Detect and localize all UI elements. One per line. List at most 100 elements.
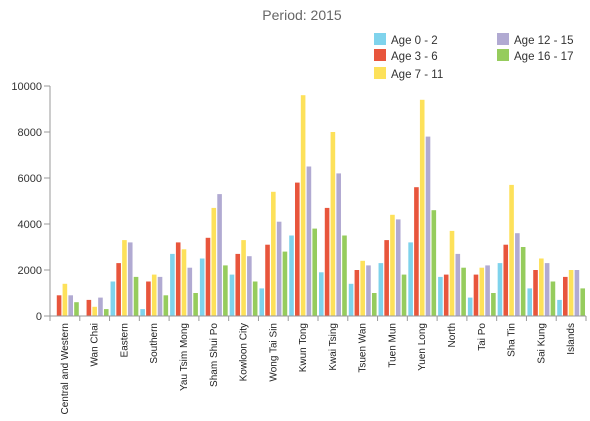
bar	[282, 251, 288, 316]
bar	[289, 235, 294, 316]
bar	[229, 274, 235, 316]
bar	[533, 270, 538, 316]
bar	[146, 281, 151, 316]
bar	[485, 265, 490, 316]
bar	[140, 309, 145, 316]
legend-label: Age 12 - 15	[514, 35, 573, 47]
x-tick-label: Tsuen Wan	[358, 323, 369, 373]
bar	[193, 293, 198, 316]
bar	[103, 309, 109, 316]
bar	[366, 265, 371, 316]
legend-swatch	[374, 49, 386, 61]
legend: Age 0 - 2 Age 3 - 6 Age 7 - 11 Age 12 - 15 A…	[374, 33, 573, 81]
bar	[271, 191, 276, 316]
bar	[62, 283, 68, 316]
bar	[92, 306, 97, 316]
bar	[515, 233, 520, 316]
bar	[223, 265, 228, 316]
bar	[306, 166, 312, 316]
bar	[544, 263, 550, 316]
bar	[360, 260, 365, 316]
bar	[157, 276, 163, 316]
bar	[425, 136, 431, 316]
bar	[151, 274, 157, 316]
bar	[348, 283, 354, 316]
x-tick-label: Kowloon City	[239, 323, 250, 381]
bar	[557, 299, 562, 316]
x-tick-label: Yau Tsim Mong	[179, 323, 190, 391]
bar	[181, 249, 187, 316]
bar	[318, 272, 324, 316]
legend-swatch	[497, 49, 509, 61]
bar	[550, 281, 556, 316]
bar	[509, 184, 514, 316]
bar	[163, 295, 169, 316]
bar	[217, 194, 222, 316]
bar	[110, 281, 116, 316]
x-tick-label: Wong Tai Sin	[268, 323, 279, 382]
bar	[122, 240, 127, 316]
bar	[116, 263, 121, 316]
bar	[395, 219, 401, 316]
bar	[133, 276, 139, 316]
y-tick-label: 2000	[18, 265, 42, 277]
bar	[175, 242, 181, 316]
bar	[211, 207, 217, 316]
bar	[74, 302, 79, 316]
x-tick-label: Sha Tin	[507, 323, 518, 357]
x-tick-label: Kwai Tsing	[328, 323, 339, 371]
x-tick-label: Southern	[149, 323, 160, 364]
bar	[503, 244, 509, 316]
bar	[520, 247, 526, 316]
legend-label: Age 16 - 17	[514, 51, 573, 63]
bar	[384, 240, 389, 316]
bar	[68, 295, 73, 316]
y-axis: 0 2000 4000 6000 8000 10000	[11, 81, 51, 323]
bar	[56, 295, 62, 316]
bar	[401, 274, 407, 316]
bar	[98, 297, 103, 316]
legend-label: Age 7 - 11	[391, 69, 443, 81]
bar	[580, 288, 586, 316]
x-tick-label: Tuen Mun	[387, 323, 398, 368]
bar	[86, 299, 92, 316]
x-tick-label: Wan Chai	[90, 323, 101, 367]
bar	[259, 288, 265, 316]
x-tick-label: Sai Kung	[536, 323, 547, 364]
bar	[252, 281, 258, 316]
bar	[235, 253, 241, 316]
x-tick-label: North	[447, 323, 458, 347]
x-tick-label: Central and Western	[60, 323, 71, 415]
x-tick-label: Tai Po	[477, 323, 488, 351]
bar	[431, 210, 437, 316]
bar	[300, 95, 306, 316]
bar	[265, 244, 270, 316]
bar	[241, 240, 246, 316]
x-tick-label: Islands	[566, 323, 577, 355]
bar	[336, 173, 341, 316]
bar	[497, 263, 503, 316]
legend-swatch	[374, 33, 386, 45]
y-tick-label: 10000	[11, 81, 42, 93]
y-tick-label: 4000	[18, 219, 42, 231]
bar	[539, 258, 544, 316]
bar	[205, 237, 211, 316]
bar	[371, 293, 377, 316]
bar	[473, 274, 479, 316]
x-tick-label: Eastern	[119, 323, 130, 357]
bar	[342, 235, 347, 316]
bar	[491, 293, 496, 316]
bar	[443, 274, 449, 316]
bar	[414, 187, 419, 316]
bar	[330, 132, 336, 316]
y-tick-label: 0	[36, 311, 42, 323]
legend-label: Age 3 - 6	[391, 51, 438, 63]
bar	[455, 253, 461, 316]
bar	[449, 230, 455, 316]
bar	[324, 207, 330, 316]
x-tick-label: Yuen Long	[417, 323, 428, 371]
x-tick-label: Kwun Tong	[298, 323, 309, 372]
bar	[438, 276, 443, 316]
bar	[199, 258, 205, 316]
